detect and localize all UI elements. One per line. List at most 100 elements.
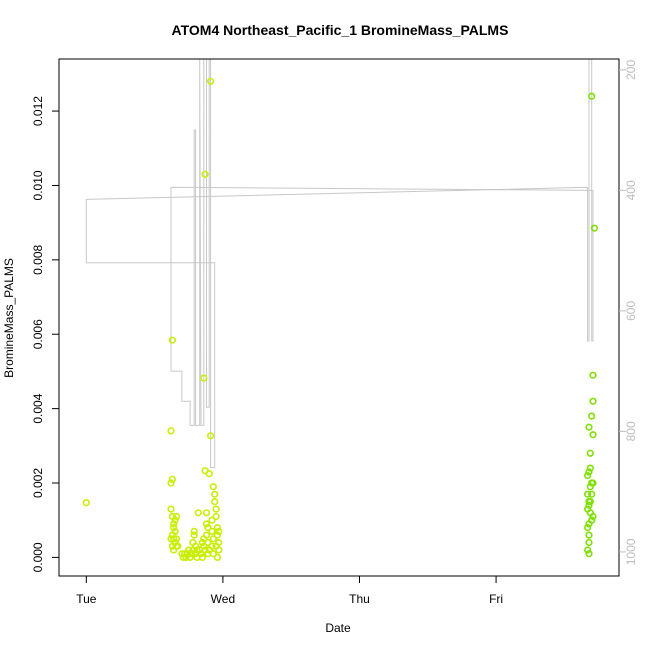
y-tick-label: 0.008 xyxy=(31,245,45,275)
data-point xyxy=(212,542,220,550)
y2-tick-label: 800 xyxy=(624,421,638,441)
y2-tick-label: 400 xyxy=(624,180,638,200)
data-point xyxy=(585,531,593,539)
data-point xyxy=(170,520,178,528)
data-point xyxy=(187,550,196,558)
data-point xyxy=(167,505,175,513)
data-point xyxy=(167,479,175,487)
data-point xyxy=(213,553,221,562)
data-point xyxy=(585,423,593,431)
data-point xyxy=(211,490,219,498)
data-point xyxy=(171,516,179,524)
data-point xyxy=(198,553,206,562)
y2-tick-label: 600 xyxy=(624,301,638,321)
x-axis-label: Date xyxy=(325,621,351,635)
data-point xyxy=(588,92,596,100)
data-point xyxy=(585,550,593,558)
data-point xyxy=(82,499,90,507)
data-point xyxy=(213,531,221,539)
data-point xyxy=(168,475,176,483)
data-point xyxy=(200,374,208,382)
data-point xyxy=(213,523,221,532)
data-point xyxy=(212,512,220,521)
data-point xyxy=(181,550,189,558)
data-point xyxy=(586,483,594,491)
data-point xyxy=(202,509,211,517)
data-point xyxy=(170,535,178,543)
data-point xyxy=(190,527,198,536)
data-point xyxy=(204,523,212,532)
data-point xyxy=(202,531,211,539)
data-point xyxy=(170,523,178,532)
data-point xyxy=(200,542,208,550)
data-point xyxy=(583,490,592,498)
y-tick-label: 0.010 xyxy=(31,170,45,200)
data-point xyxy=(215,527,223,536)
data-point xyxy=(182,553,190,562)
data-point xyxy=(201,170,209,178)
data-point xyxy=(205,470,213,478)
data-point xyxy=(170,546,178,554)
data-point xyxy=(590,224,599,232)
data-point xyxy=(585,501,593,509)
x-tick-label: Wed xyxy=(211,592,235,606)
y-tick-label: 0.006 xyxy=(31,319,45,349)
plot-area xyxy=(82,58,599,562)
data-point xyxy=(585,468,593,476)
data-point xyxy=(208,527,216,536)
data-point xyxy=(588,490,596,498)
data-point xyxy=(186,553,194,562)
data-point xyxy=(207,77,215,85)
data-point xyxy=(197,550,205,558)
data-point xyxy=(179,553,187,562)
data-point xyxy=(212,505,220,513)
y-axis-label: BromineMass_PALMS xyxy=(2,258,16,378)
data-point xyxy=(189,546,197,554)
data-point xyxy=(209,535,217,543)
data-point xyxy=(586,464,594,472)
data-point xyxy=(211,498,219,506)
data-point xyxy=(589,431,597,439)
data-point xyxy=(168,336,176,344)
data-point xyxy=(172,512,181,521)
data-point xyxy=(588,516,596,524)
data-point xyxy=(194,509,202,517)
axes: Tue Wed Thu Fri 0.000 0.002 0.004 0.006 0.008 0.0… xyxy=(31,60,638,606)
data-point xyxy=(208,542,216,550)
data-point xyxy=(190,531,198,539)
chart-title: ATOM4 Northeast_Pacific_1 BromineMass_PA… xyxy=(172,22,509,38)
data-point xyxy=(167,427,175,435)
data-point xyxy=(583,546,592,554)
data-point xyxy=(583,523,592,532)
data-point xyxy=(589,371,597,379)
data-point xyxy=(586,449,594,457)
data-point xyxy=(172,535,181,543)
data-point xyxy=(589,512,597,521)
data-point xyxy=(198,538,206,547)
y-tick-label: 0.000 xyxy=(31,542,45,572)
y-tick-label: 0.002 xyxy=(31,468,45,498)
data-point xyxy=(585,538,593,547)
secondary-series-line xyxy=(85,58,594,468)
plot-frame xyxy=(58,58,620,577)
x-tick-label: Thu xyxy=(349,592,370,606)
data-point xyxy=(202,520,211,528)
data-point xyxy=(589,397,597,405)
data-point xyxy=(208,516,216,524)
data-point xyxy=(583,472,592,480)
data-point xyxy=(174,542,182,550)
data-point xyxy=(193,546,201,554)
x-tick-label: Fri xyxy=(489,592,503,606)
y2-tick-label: 1000 xyxy=(624,538,638,565)
data-point xyxy=(207,432,215,440)
data-point xyxy=(586,498,594,506)
data-point xyxy=(209,483,217,491)
data-point xyxy=(171,527,179,536)
y2-tick-label: 200 xyxy=(624,60,638,80)
data-point xyxy=(588,412,596,420)
y-tick-label: 0.012 xyxy=(31,96,45,126)
y-tick-label: 0.004 xyxy=(31,393,45,423)
data-point xyxy=(204,550,212,558)
x-tick-label: Tue xyxy=(76,592,97,606)
